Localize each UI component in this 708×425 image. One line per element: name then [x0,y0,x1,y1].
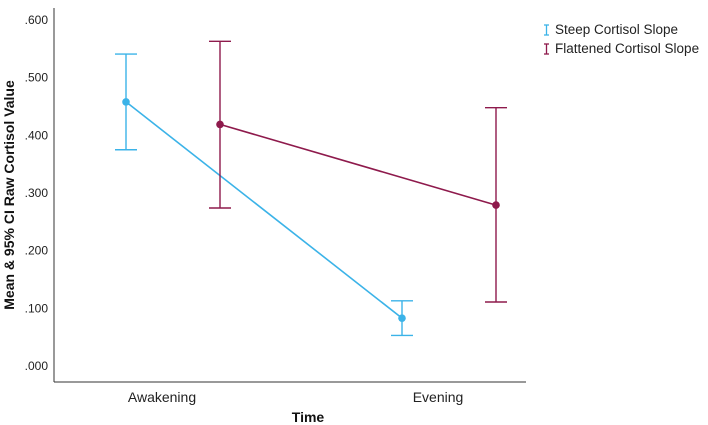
series-line [125,101,403,319]
y-axis-title: Mean & 95% CI Raw Cortisol Value [1,80,17,310]
series-0 [115,53,413,337]
x-tick-label: Awakening [128,389,196,405]
legend-item: Steep Cortisol Slope [542,20,699,39]
legend-label: Steep Cortisol Slope [555,22,679,37]
y-tick-labels: .000 .100 .200 .300 .400 .500 .600 [25,13,49,373]
y-tick-label: .100 [25,301,49,315]
error-bar-icon [544,42,549,55]
chart-series [115,40,507,337]
y-tick-label: .500 [25,71,49,85]
y-tick-label: .300 [25,186,49,200]
y-tick-label: .200 [25,244,49,258]
data-point [122,98,130,106]
series-1 [209,40,507,303]
series-line [219,123,497,206]
y-tick-label: .000 [25,359,49,373]
data-point [398,314,406,322]
y-tick-label: .400 [25,128,49,142]
legend-label: Flattened Cortisol Slope [555,41,700,56]
legend-item: Flattened Cortisol Slope [542,39,699,58]
x-axis-title: Time [292,409,325,425]
error-bar-icon [544,23,549,36]
chart-axes [53,8,526,383]
data-point [216,120,224,129]
chart-legend: Steep Cortisol Slope Flattened Cortisol S… [542,20,699,58]
y-tick-label: .600 [25,13,49,27]
data-point [492,201,500,209]
x-tick-label: Evening [413,389,464,405]
x-tick-labels: Awakening Evening [128,389,463,405]
